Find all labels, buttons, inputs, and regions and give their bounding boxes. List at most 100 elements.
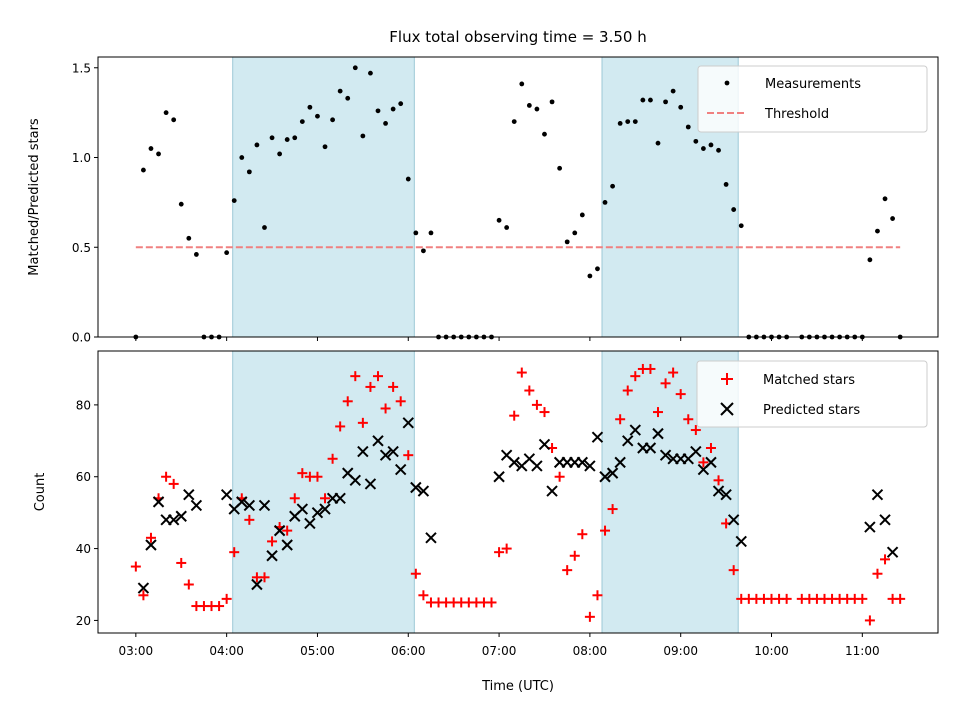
top-legend-box [697,65,928,133]
measurement-point [224,250,230,256]
measurement-point [511,119,517,125]
measurement-point [421,248,426,254]
matched-star-marker [229,547,240,558]
measurement-point [610,183,615,189]
predicted-star-marker [652,427,664,440]
matched-star-marker [410,568,421,579]
matched-star-marker [864,615,875,626]
top-axes-frame [97,56,939,338]
predicted-star-marker [576,456,589,469]
matched-star-marker [501,543,512,554]
matched-star-marker [365,381,376,392]
predicted-star-marker [402,417,414,429]
predicted-star-marker [614,456,626,469]
measurements-legend-marker [724,80,730,86]
predicted-star-marker [735,535,747,548]
measurement-point [587,273,593,279]
matched-star-marker [857,593,868,604]
measurement-point [284,137,290,142]
matched-star-marker [161,471,172,482]
predicted-star-marker [372,435,384,447]
predicted-star-marker [243,499,256,512]
matched-star-marker [168,478,179,489]
measurement-point [542,131,547,137]
threshold-legend-label: Threshold [764,107,829,122]
matched-star-marker [569,550,580,561]
predicted-star-marker [417,485,430,497]
matched-star-marker [130,561,141,572]
matched-star-marker [145,532,156,543]
bottom-y-tick-label: 40 [76,542,91,556]
matched-star-marker [562,565,573,576]
measurement-point [655,140,661,146]
measurement-point [701,146,706,151]
matched-star-marker [577,529,588,540]
matched-star-marker [872,568,883,579]
measurement-point [602,199,608,205]
matched-star-marker [267,536,278,547]
predicted-star-marker [319,503,331,515]
bottom-axes-frame [97,350,939,634]
predicted-star-marker [145,539,157,551]
measurement-point [428,230,434,236]
measurement-point [141,167,146,173]
measurement-point [413,230,419,236]
matched-star-marker [675,389,686,400]
matched-legend-marker [721,373,733,385]
predicted-star-marker [879,514,891,526]
x-tick-label: 03:00 [119,644,154,658]
predicted-star-marker [727,514,740,526]
measurement-point [405,176,411,182]
measurement-point [368,70,373,76]
predicted-star-marker [864,521,876,533]
measurement-point [579,212,585,218]
predicted-star-marker [538,438,551,451]
measurement-point [299,119,305,125]
predicted-star-marker [584,460,596,472]
bottom-legend: Matched stars Predicted stars [696,360,928,428]
matched-star-marker [524,385,535,396]
matched-star-marker [388,381,399,392]
bottom-y-tick-label: 80 [76,398,91,412]
predicted-star-marker [273,524,286,537]
matched-star-marker [221,593,232,604]
matched-star-marker [244,514,255,525]
measurements-legend-label: Measurements [765,77,861,92]
predicted-star-marker [311,506,324,519]
matched-star-marker [630,371,641,382]
measurement-point [383,121,388,126]
measurement-point [307,104,313,110]
measurement-point [890,216,895,221]
matched-star-marker [668,367,679,378]
predicted-star-marker [220,488,233,501]
matched-star-marker [289,493,300,504]
bottom-y-axis-label: Count [33,473,48,512]
matched-star-marker [728,565,739,576]
x-tick-label: 11:00 [845,644,880,658]
predicted-star-marker [871,488,884,501]
predicted-star-marker [296,503,309,515]
x-tick-label: 08:00 [573,644,608,658]
measurement-point [496,217,502,223]
measurement-point [549,99,555,105]
bottom-shaded-regions [232,350,739,634]
measurement-point [186,235,192,241]
top-y-tick-label: 0.0 [72,331,91,345]
matched-star-marker [690,425,701,436]
measurement-point [504,225,510,230]
bottom-y-ticks: 20 40 60 80 [76,398,98,628]
predicted-star-marker [387,445,399,458]
predicted-star-marker [606,467,619,479]
predicted-star-marker [425,532,437,544]
matched-star-marker [698,457,709,468]
measurement-point [352,65,358,71]
predicted-star-marker [712,485,725,497]
matched-star-marker [615,414,626,425]
top-y-axis-label: Matched/Predicted stars [27,118,42,276]
matched-star-marker [380,403,391,414]
predicted-star-marker [493,471,505,483]
measurement-point [239,155,245,160]
matched-star-marker [327,453,338,464]
matched-star-marker [297,468,308,479]
measurement-point [171,117,177,123]
